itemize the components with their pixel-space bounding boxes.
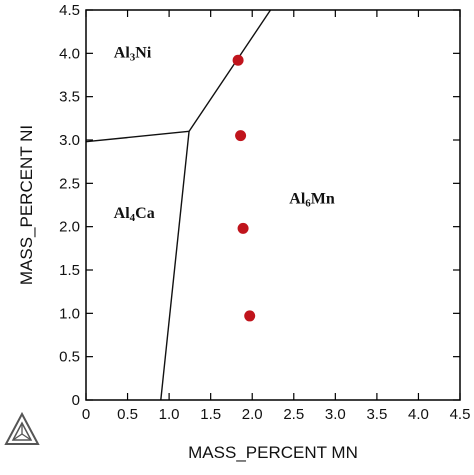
- data-points: [232, 54, 256, 322]
- y-tick-label: 3.5: [59, 89, 80, 106]
- x-tick-label: 3.0: [325, 406, 346, 423]
- x-tick-label: 0: [82, 406, 90, 423]
- y-axis-label: MASS_PERCENT NI: [17, 125, 36, 285]
- x-tick-label: 2.5: [283, 406, 304, 423]
- x-tick-label: 4.0: [408, 406, 429, 423]
- x-axis-ticks: 0 0.5 1.0 1.5 2.0 2.5 3.0 3.5 4.0 4.5: [82, 10, 471, 423]
- y-tick-label: 2.0: [59, 219, 80, 236]
- x-tick-label: 3.5: [366, 406, 387, 423]
- x-tick-label: 0.5: [117, 406, 138, 423]
- x-tick-label: 1.0: [159, 406, 180, 423]
- y-tick-label: 4.5: [59, 2, 80, 19]
- phase-boundary-line: [188, 9, 272, 132]
- data-point: [244, 310, 256, 322]
- plot-frame: [85, 9, 461, 401]
- data-point: [235, 130, 247, 142]
- y-tick-label: 0.5: [59, 349, 80, 366]
- data-point: [232, 54, 244, 66]
- x-tick-label: 4.5: [450, 406, 471, 423]
- y-tick-label: 0: [72, 392, 80, 409]
- phase-region-label: Al3Ni: [114, 45, 152, 64]
- y-tick-label: 4.0: [59, 45, 80, 62]
- phase-boundary-line: [85, 130, 190, 143]
- y-tick-label: 1.0: [59, 305, 80, 322]
- phase-region-labels: Al3Ni Al4Ca Al6Mn: [114, 45, 335, 224]
- phase-boundaries: [85, 9, 272, 401]
- y-axis-ticks: 0 0.5 1.0 1.5 2.0 2.5 3.0 3.5 4.0 4.5: [59, 2, 460, 409]
- x-tick-label: 1.5: [200, 406, 221, 423]
- phase-region-label: Al4Ca: [114, 205, 155, 224]
- data-point: [237, 222, 249, 234]
- y-tick-label: 1.5: [59, 262, 80, 279]
- x-tick-label: 2.0: [242, 406, 263, 423]
- phase-boundary-line: [160, 131, 190, 401]
- x-axis-label: MASS_PERCENT MN: [188, 443, 358, 462]
- y-tick-label: 3.0: [59, 132, 80, 149]
- thermo-calc-triangle-icon: [4, 411, 40, 445]
- phase-region-label: Al6Mn: [289, 190, 335, 209]
- y-tick-label: 2.5: [59, 175, 80, 192]
